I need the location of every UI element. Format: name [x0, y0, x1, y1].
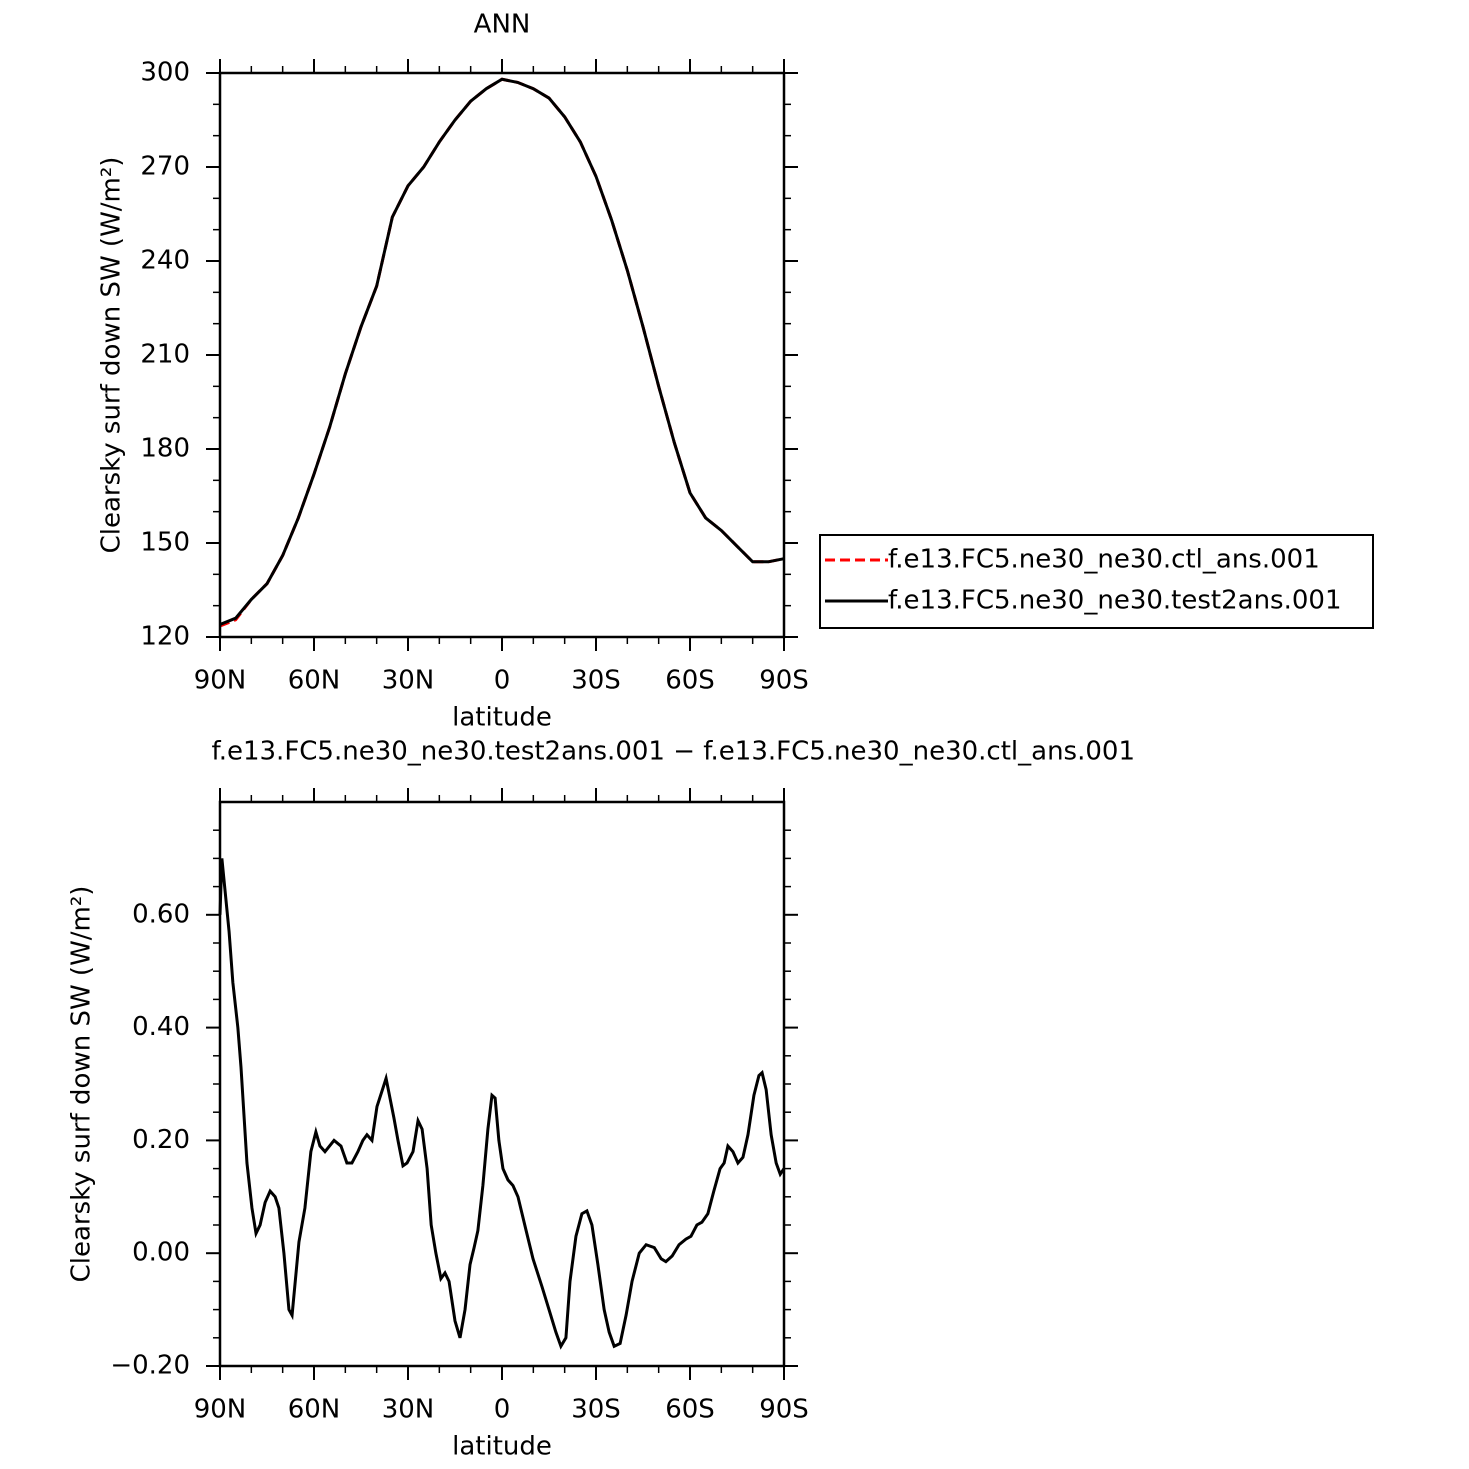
x-axis-label: latitude [452, 703, 552, 733]
x-tick-label: 60S [665, 1395, 715, 1425]
y-tick-label: 210 [140, 340, 190, 370]
x-tick-label: 60S [665, 666, 715, 696]
x-tick-label: 30N [382, 1395, 435, 1425]
x-tick-label: 90N [194, 1395, 247, 1425]
x-tick-label: 90S [759, 666, 809, 696]
y-tick-label: 180 [140, 434, 190, 464]
y-tick-label: 0.20 [132, 1125, 190, 1155]
y-tick-label: 240 [140, 246, 190, 276]
x-tick-label: 30N [382, 666, 435, 696]
y-axis-label: Clearsky surf down SW (W/m²) [67, 886, 97, 1283]
x-tick-label: 60N [288, 1395, 341, 1425]
y-tick-label: −0.20 [110, 1351, 190, 1381]
x-tick-label: 30S [571, 666, 621, 696]
legend-box [819, 534, 1374, 629]
y-axis-label: Clearsky surf down SW (W/m²) [97, 157, 127, 554]
y-tick-label: 0.00 [132, 1238, 190, 1268]
data-line [218, 858, 786, 1350]
legend-label: f.e13.FC5.ne30_ne30.ctl_ans.001 [888, 545, 1320, 575]
y-tick-label: 0.40 [132, 1012, 190, 1042]
chart-title: f.e13.FC5.ne30_ne30.test2ans.001 − f.e13… [211, 737, 1135, 767]
y-tick-label: 120 [140, 622, 190, 652]
x-tick-label: 0 [494, 1395, 511, 1425]
data-line [219, 77, 785, 626]
chart-title: ANN [474, 10, 531, 40]
y-tick-label: 0.60 [132, 899, 190, 929]
legend-label: f.e13.FC5.ne30_ne30.test2ans.001 [888, 586, 1342, 616]
y-tick-label: 300 [140, 58, 190, 88]
x-tick-label: 90N [194, 666, 247, 696]
x-tick-label: 30S [571, 1395, 621, 1425]
plot-frame [218, 800, 786, 1368]
plot-frame [218, 71, 786, 639]
data-line [219, 77, 785, 628]
x-tick-label: 90S [759, 1395, 809, 1425]
x-tick-label: 60N [288, 666, 341, 696]
x-axis-label: latitude [452, 1432, 552, 1462]
x-tick-label: 0 [494, 666, 511, 696]
y-tick-label: 150 [140, 528, 190, 558]
y-tick-label: 270 [140, 152, 190, 182]
